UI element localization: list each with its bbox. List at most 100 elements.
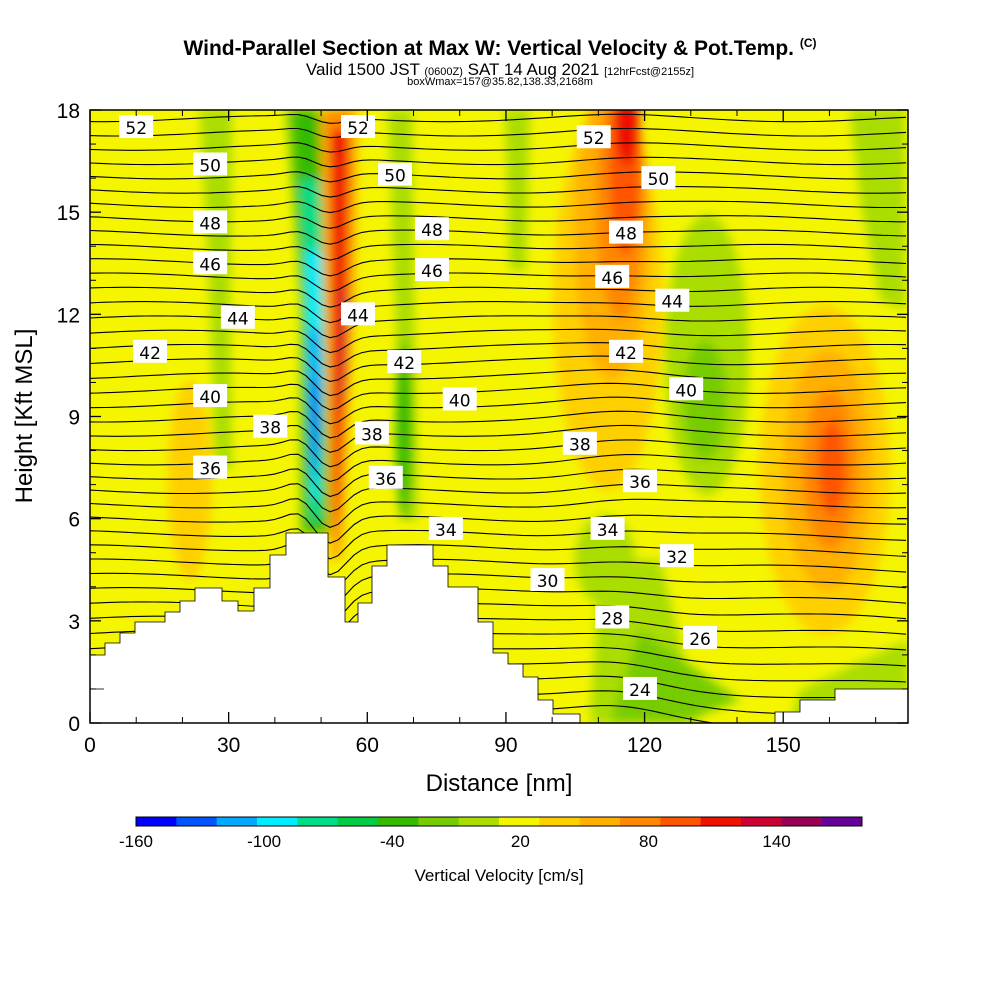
x-tick-label: 90 (494, 734, 517, 757)
contour-label-box (354, 421, 389, 445)
contour-label-box (683, 625, 718, 649)
colorbar-swatch (257, 817, 298, 826)
isentrope-line (90, 369, 907, 397)
contour-label-box (387, 350, 422, 374)
colorbar-swatch (176, 817, 218, 826)
contour-label: 24 (622, 676, 657, 701)
isentrope-line (90, 355, 906, 382)
contour-label-box (428, 516, 463, 540)
contour-label: 34 (590, 516, 625, 541)
contour-label-box (119, 115, 154, 139)
contour-label-box (193, 384, 228, 408)
y-tick-label: 12 (57, 304, 80, 327)
contour-label-text: 44 (347, 306, 369, 326)
contour-label: 36 (193, 455, 228, 480)
contour-label-text: 46 (421, 262, 443, 282)
contour-label-text: 42 (139, 344, 161, 364)
colorbar-swatch (700, 817, 742, 826)
isentrope-line (90, 586, 907, 623)
terrain (90, 532, 908, 723)
contour-label: 44 (655, 288, 690, 313)
contour-label-box (253, 414, 288, 438)
colorbar-swatch (741, 817, 782, 826)
colorbar (135, 816, 863, 827)
y-tick-label: 15 (57, 202, 80, 225)
contour-label: 46 (595, 264, 630, 289)
contour-label-box (133, 339, 168, 363)
isentrope-line (90, 186, 907, 198)
contour-label-text: 40 (675, 381, 697, 401)
contour-label-text: 44 (227, 310, 249, 330)
contour-label: 38 (354, 421, 389, 446)
contour-label: 34 (428, 516, 463, 541)
contour-label: 28 (595, 605, 630, 629)
contour-label-box (609, 339, 644, 363)
x-tick-label: 120 (627, 734, 662, 757)
contour-label: 40 (193, 384, 228, 408)
y-tick-label: 0 (68, 713, 80, 736)
y-axis-label: Height [Kft MSL] (11, 329, 38, 504)
colorbar-swatch (620, 817, 661, 826)
contour-label-text: 46 (601, 269, 623, 289)
colorbar-swatch (337, 817, 379, 826)
contour-label: 36 (368, 465, 403, 490)
y-tick-label: 9 (68, 407, 80, 430)
contour-label: 40 (669, 377, 704, 401)
contour-label-text: 44 (661, 293, 683, 313)
isentrope-line (90, 243, 907, 261)
isentrope-line (90, 272, 907, 293)
isentrope-line (90, 410, 907, 439)
contour-label-text: 52 (347, 119, 369, 139)
contour-label: 40 (442, 387, 477, 411)
contour-label-box (530, 567, 565, 591)
chart-title: Wind-Parallel Section at Max W: Vertical… (183, 36, 817, 60)
contour-label-text: 24 (629, 681, 651, 701)
isentrope-line (90, 513, 907, 544)
isentrope-line (90, 200, 907, 214)
contour-label-box (659, 544, 694, 568)
x-axis: 0 30 60 90 120 150 (84, 110, 877, 757)
isentrope-line (90, 127, 907, 139)
contour-label-box (562, 431, 597, 455)
contour-label-text: 50 (648, 170, 670, 190)
contour-label: 36 (622, 469, 657, 493)
contour-label-box (414, 217, 449, 241)
contour-label-box (193, 455, 228, 479)
isentrope-line (90, 342, 907, 368)
contour-label-box (193, 152, 228, 176)
contour-label-box (641, 166, 676, 190)
contour-label-text: 36 (629, 473, 651, 493)
contour-label-text: 40 (199, 388, 221, 408)
colorbar-swatch (458, 817, 500, 826)
contour-label-text: 46 (199, 255, 221, 275)
contour-label-box (669, 377, 704, 401)
x-tick-label: 60 (356, 734, 379, 757)
colorbar-swatch (136, 817, 177, 826)
contour-label: 46 (193, 251, 228, 275)
colorbar-tick-label: 20 (511, 832, 530, 851)
contour-label-box (220, 305, 255, 329)
contour-label-text: 42 (393, 354, 415, 374)
isentrope-line (90, 424, 907, 453)
colorbar-tick-label: -40 (380, 832, 405, 851)
isentrope-line (90, 498, 907, 529)
contour-label-text: 48 (199, 214, 221, 234)
contour-label-box (590, 516, 625, 540)
isentrope-line (90, 439, 907, 468)
contour-label: 52 (341, 115, 376, 139)
colorbar-frame (135, 816, 863, 827)
contour-label-text: 36 (375, 470, 397, 490)
contour-label-text: 38 (259, 419, 281, 439)
colorbar-tick-label: 140 (762, 832, 790, 851)
contour-label: 50 (378, 162, 413, 187)
contour-label: 52 (576, 125, 611, 149)
contour-label-text: 48 (615, 225, 637, 245)
isentrope-line (90, 171, 907, 183)
colorbar-swatch (297, 817, 339, 826)
isentrope-line (90, 229, 907, 245)
x-tick-label: 30 (217, 734, 240, 757)
velocity-field: 52 50 48 46 44 42 40 38 36 52 50 48 46 44 42 40 38 36 34 52… (90, 110, 908, 723)
contour-label-box (622, 676, 657, 700)
